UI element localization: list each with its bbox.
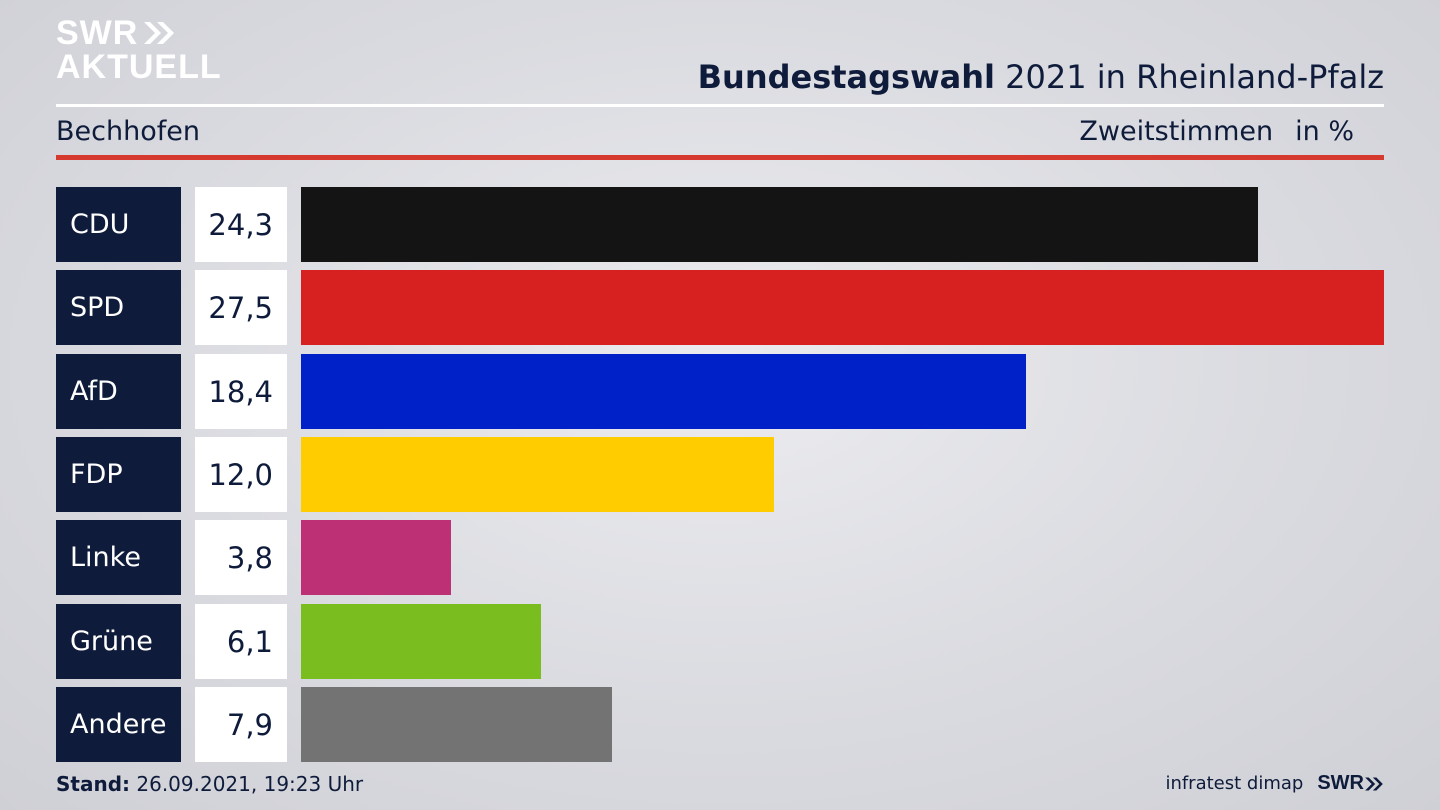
- bar: [301, 687, 612, 762]
- stand-value: 26.09.2021, 19:23 Uhr: [130, 772, 364, 796]
- unit-label: in %: [1295, 116, 1354, 147]
- party-label: Andere: [56, 687, 181, 762]
- source-name: infratest dimap: [1165, 773, 1304, 794]
- bar: [301, 520, 451, 595]
- party-label: AfD: [56, 354, 181, 429]
- chart-row: Andere 7,9: [56, 687, 1384, 762]
- chart-row: Grüne 6,1: [56, 604, 1384, 679]
- chart-row: AfD 18,4: [56, 354, 1384, 429]
- value-label: 18,4: [195, 354, 287, 429]
- chart-row: Linke 3,8: [56, 520, 1384, 595]
- value-label: 27,5: [195, 270, 287, 345]
- chart-row: FDP 12,0: [56, 437, 1384, 512]
- bar: [301, 437, 774, 512]
- bar: [301, 187, 1258, 262]
- footer-brand-text: SWR: [1317, 772, 1364, 794]
- value-label: 6,1: [195, 604, 287, 679]
- party-label: Linke: [56, 520, 181, 595]
- timestamp: Stand: 26.09.2021, 19:23 Uhr: [56, 772, 363, 796]
- value-label: 7,9: [195, 687, 287, 762]
- source-credit: infratest dimap SWR: [1165, 772, 1384, 795]
- party-label: SPD: [56, 270, 181, 345]
- region-name: Bechhofen: [56, 116, 200, 147]
- header-divider: [56, 104, 1384, 107]
- value-label: 12,0: [195, 437, 287, 512]
- chart-title: Bundestagswahl 2021 in Rheinland-Pfalz: [698, 58, 1384, 96]
- value-label: 24,3: [195, 187, 287, 262]
- party-label: CDU: [56, 187, 181, 262]
- logo-swr-text: SWR: [56, 14, 139, 52]
- double-chevron-icon: [144, 22, 175, 44]
- footer-swr-logo: SWR: [1317, 772, 1384, 795]
- accent-divider: [56, 155, 1384, 160]
- party-label: FDP: [56, 437, 181, 512]
- measure-name: Zweitstimmen: [1079, 116, 1274, 147]
- party-label: Grüne: [56, 604, 181, 679]
- double-chevron-icon: [1365, 777, 1383, 790]
- logo-aktuell-text: AKTUELL: [56, 48, 222, 86]
- chart-row: SPD 27,5: [56, 270, 1384, 345]
- value-label: 3,8: [195, 520, 287, 595]
- swr-aktuell-logo: SWR AKTUELL: [56, 16, 222, 84]
- stand-label: Stand:: [56, 772, 131, 796]
- bar: [301, 354, 1026, 429]
- chart-row: CDU 24,3: [56, 187, 1384, 262]
- bar: [301, 270, 1384, 345]
- title-rest: 2021 in Rheinland-Pfalz: [995, 58, 1384, 96]
- measure-label: Zweitstimmen in %: [1079, 116, 1354, 147]
- title-bold: Bundestagswahl: [697, 58, 995, 96]
- bar: [301, 604, 541, 679]
